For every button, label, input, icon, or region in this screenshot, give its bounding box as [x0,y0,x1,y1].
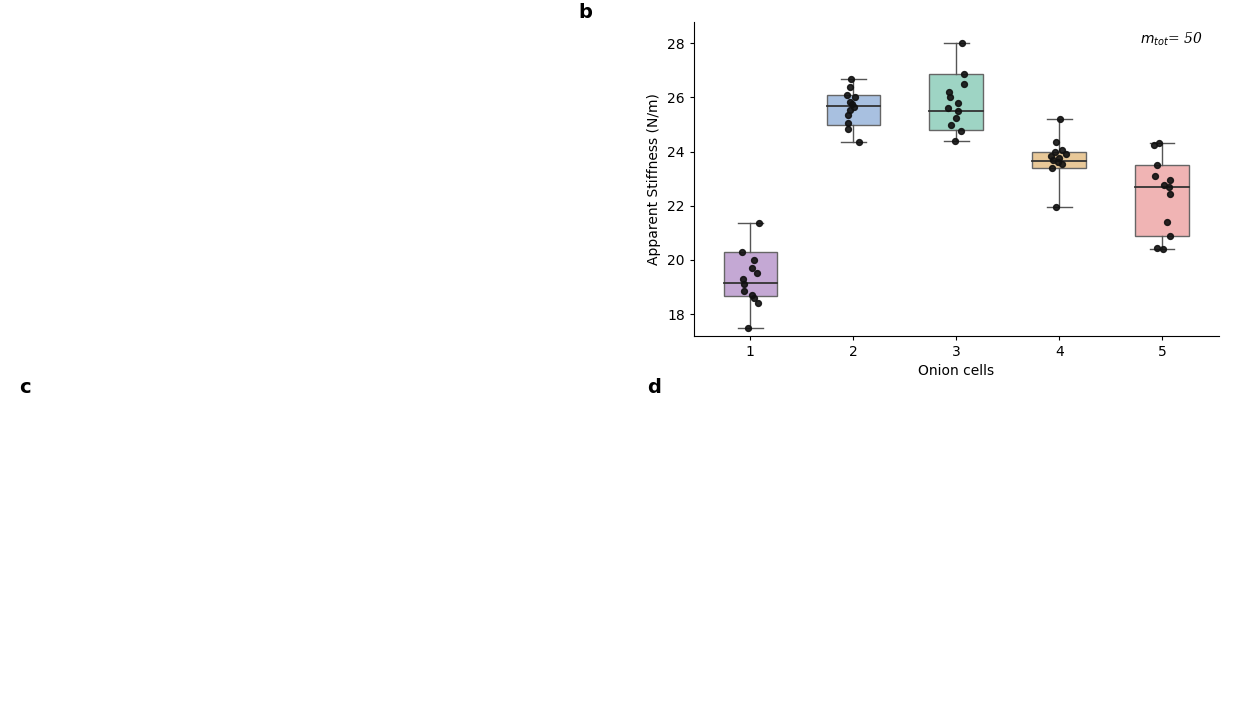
Text: b: b [579,3,592,22]
Point [1042,162,1062,174]
Point [1046,136,1066,148]
Point [749,217,769,229]
Point [945,135,965,147]
Point [1158,217,1177,228]
Point [954,78,974,90]
Point [840,96,860,108]
Point [1160,174,1180,186]
Point [839,123,859,134]
Point [1149,138,1169,149]
Point [1146,242,1166,253]
Point [1056,149,1076,160]
Point [838,89,858,100]
Point [739,322,759,334]
Point [948,105,968,117]
Point [742,290,762,301]
Point [845,92,865,103]
Point [849,136,869,148]
Point [1041,150,1061,162]
Point [734,285,754,297]
Point [955,69,975,80]
Point [1049,152,1069,164]
Point [840,81,860,92]
Point [732,273,752,284]
Point [946,112,966,123]
Point [840,104,860,116]
Text: d: d [648,378,661,397]
Point [1160,188,1180,199]
Point [749,297,769,309]
Point [1052,144,1072,156]
Point [1046,201,1066,213]
Point [1154,180,1174,191]
Point [838,109,858,121]
Point [745,292,765,303]
Point [1049,157,1069,168]
Point [1152,243,1172,255]
Point [1144,139,1164,151]
Point [940,92,960,103]
Y-axis label: Apparent Stiffness (N/m): Apparent Stiffness (N/m) [648,92,661,265]
Bar [724,252,778,297]
Point [732,246,752,258]
Point [842,98,862,110]
Point [941,119,961,131]
Text: $m_{tot}$= 50: $m_{tot}$= 50 [1140,31,1202,48]
Point [1145,170,1165,182]
Point [744,254,764,266]
Point [1052,158,1072,170]
Point [939,103,959,114]
Bar [1135,165,1189,235]
Point [1042,154,1062,165]
Text: c: c [19,378,30,397]
Point [939,87,959,98]
Bar [930,74,982,130]
X-axis label: Onion cells: Onion cells [919,365,994,378]
Text: a: a [19,11,31,30]
Bar [826,95,880,125]
Point [838,118,858,129]
Point [1146,160,1166,171]
Point [951,126,971,137]
Point [1160,230,1180,241]
Point [844,101,864,113]
Point [734,279,754,290]
Point [742,262,762,274]
Point [746,268,766,279]
Point [1050,113,1070,125]
Point [841,73,861,84]
Bar [1032,152,1086,168]
Point [1159,181,1179,193]
Point [951,38,971,49]
Point [949,97,969,108]
Point [1045,146,1065,157]
